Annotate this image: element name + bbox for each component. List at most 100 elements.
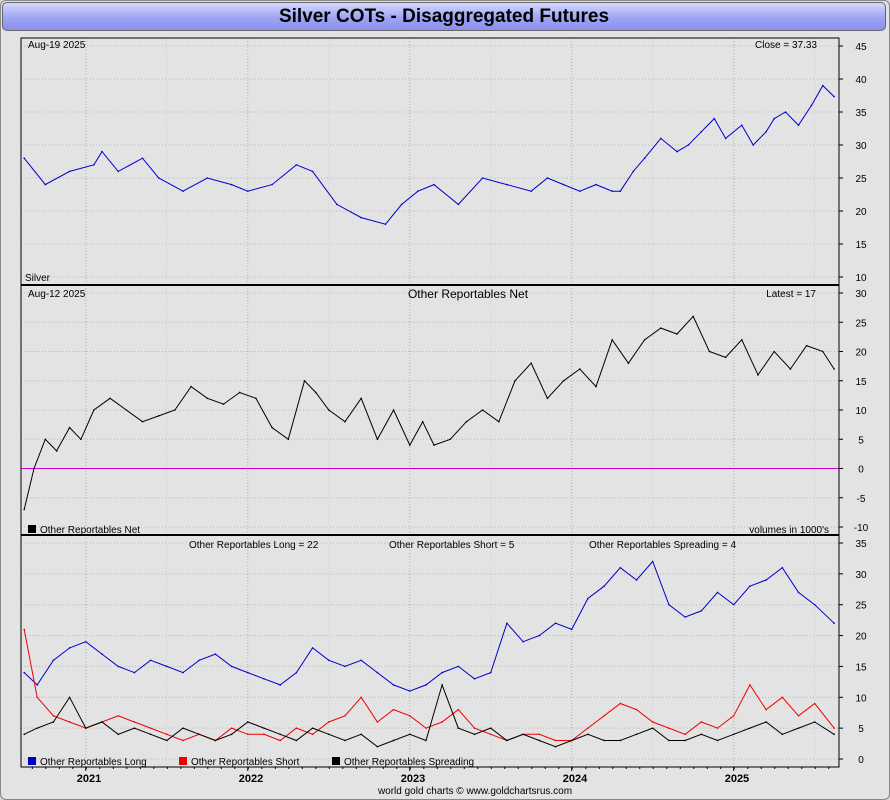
data-point xyxy=(473,677,476,680)
data-point xyxy=(530,190,533,192)
data-point xyxy=(327,409,330,411)
data-point xyxy=(538,739,541,742)
data-point xyxy=(344,715,346,717)
data-point xyxy=(68,696,71,699)
data-point xyxy=(246,671,249,674)
data-point xyxy=(360,659,362,662)
components-panel xyxy=(20,534,840,768)
data-point xyxy=(149,727,152,729)
data-point xyxy=(133,721,136,723)
data-point xyxy=(635,733,638,736)
data-point xyxy=(174,409,176,411)
y-tick-label: 20 xyxy=(855,348,867,359)
data-point xyxy=(457,727,460,729)
grid-layer: 10 15 20 25 30 35 40 45 -10 -5 0 5 10 15 20 25 30 0 5 10 15 2… xyxy=(21,38,869,767)
data-point xyxy=(805,344,808,347)
data-point xyxy=(222,403,225,405)
data-point xyxy=(506,183,508,186)
data-point xyxy=(376,745,379,748)
data-point xyxy=(765,131,767,133)
data-point xyxy=(797,727,800,729)
data-point xyxy=(165,665,168,668)
data-point xyxy=(68,647,71,649)
y-tick-label: 5 xyxy=(858,435,864,446)
data-point xyxy=(579,368,581,370)
short-legend-swatch xyxy=(179,757,187,765)
data-point xyxy=(84,727,87,729)
y-tick-label: 25 xyxy=(855,318,867,329)
data-point xyxy=(344,665,346,668)
data-point xyxy=(52,659,55,662)
data-point xyxy=(360,696,362,699)
data-point xyxy=(425,727,427,729)
data-point xyxy=(651,721,654,723)
y-tick-label: 5 xyxy=(858,724,864,735)
data-point xyxy=(619,566,622,569)
data-point xyxy=(271,183,273,186)
data-point xyxy=(384,223,387,225)
data-point xyxy=(732,733,735,736)
data-point xyxy=(263,733,265,736)
y-tick-label: 25 xyxy=(855,174,867,185)
data-point xyxy=(190,385,192,388)
data-point xyxy=(23,508,26,511)
data-point xyxy=(295,739,298,742)
data-point xyxy=(246,721,249,723)
data-point xyxy=(441,721,443,723)
data-point xyxy=(182,190,184,192)
data-point xyxy=(687,144,690,146)
long-latest-label: Other Reportables Long = 22 xyxy=(189,540,319,551)
data-point xyxy=(408,690,411,692)
long-legend-swatch xyxy=(28,757,36,765)
data-point xyxy=(230,727,233,729)
short-series-line xyxy=(23,629,835,742)
data-point xyxy=(441,684,443,686)
data-point xyxy=(433,444,435,446)
y-tick-label: 35 xyxy=(855,539,867,550)
data-point xyxy=(101,721,103,723)
data-point xyxy=(311,733,314,736)
y-tick-label: -10 xyxy=(854,523,869,534)
data-point xyxy=(781,566,784,569)
data-point xyxy=(246,190,249,192)
data-point xyxy=(587,597,589,600)
data-point xyxy=(757,374,759,376)
data-point xyxy=(570,628,573,631)
y-tick-label: 30 xyxy=(855,570,867,581)
data-point xyxy=(749,727,751,729)
data-point xyxy=(676,150,678,153)
y-tick-label: 15 xyxy=(855,240,867,251)
data-point xyxy=(246,733,249,736)
y-tick-label: -5 xyxy=(857,494,866,505)
data-point xyxy=(457,665,460,668)
data-point xyxy=(425,684,427,686)
data-point xyxy=(230,183,233,186)
data-point xyxy=(668,739,670,742)
data-point xyxy=(165,733,168,736)
data-point xyxy=(632,170,635,173)
data-point xyxy=(651,560,654,563)
data-point xyxy=(279,733,281,736)
data-point xyxy=(797,124,800,126)
data-point xyxy=(141,157,144,159)
price-panel xyxy=(20,37,840,286)
data-point xyxy=(206,177,209,179)
data-point xyxy=(514,379,516,382)
data-point xyxy=(52,721,55,723)
data-point xyxy=(68,170,71,173)
data-point xyxy=(473,727,476,729)
data-point xyxy=(117,715,119,717)
data-point xyxy=(311,170,314,173)
long-series-line xyxy=(23,560,835,692)
data-point xyxy=(562,379,565,382)
data-point xyxy=(749,585,751,587)
data-point xyxy=(23,157,26,159)
data-point xyxy=(182,727,184,729)
data-point xyxy=(611,339,614,341)
data-point xyxy=(530,362,533,365)
data-point xyxy=(676,333,678,335)
net-title: Other Reportables Net xyxy=(408,287,529,301)
short-latest-label: Other Reportables Short = 5 xyxy=(389,540,515,551)
data-point xyxy=(603,739,605,742)
data-point xyxy=(68,721,71,723)
